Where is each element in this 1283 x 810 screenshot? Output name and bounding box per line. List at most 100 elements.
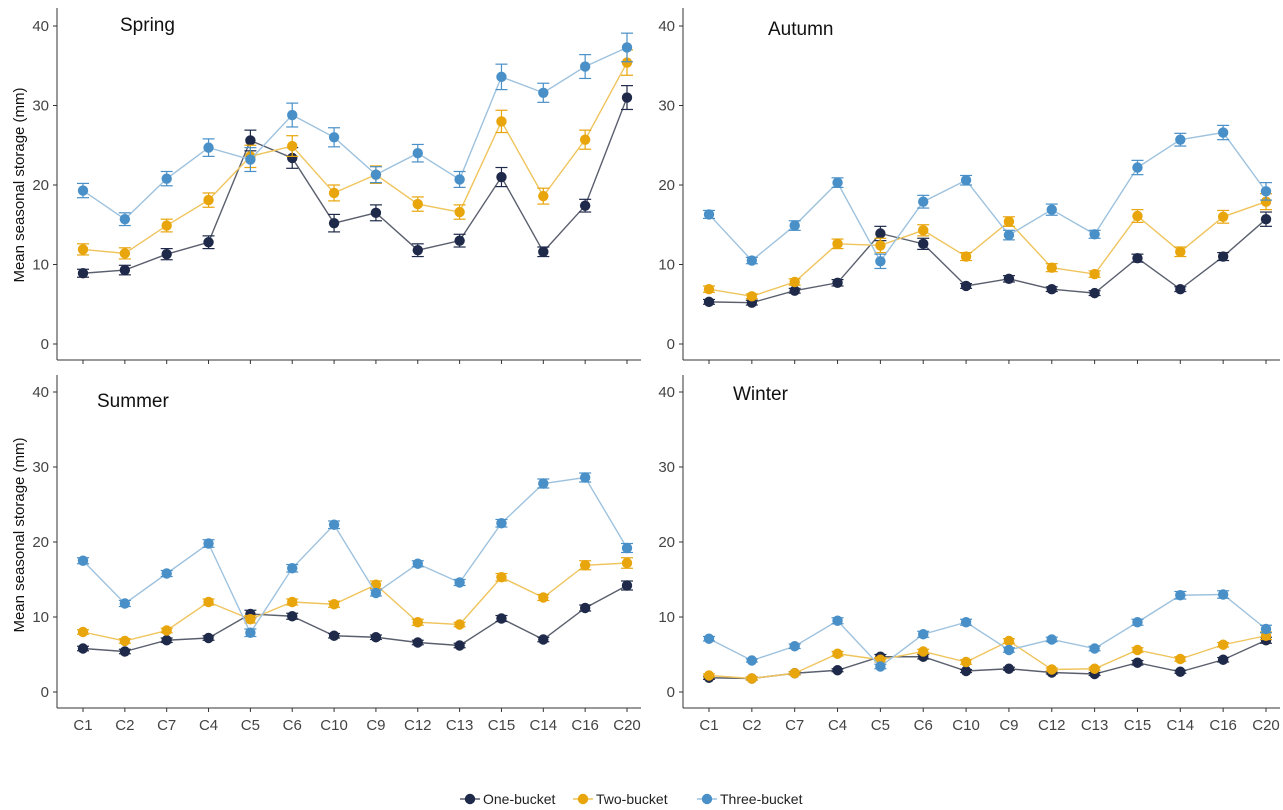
data-point — [960, 617, 972, 628]
y-tick-label: 10 — [32, 609, 49, 626]
data-point — [1003, 273, 1015, 285]
data-point — [875, 256, 886, 267]
data-point — [77, 185, 89, 196]
data-point — [1003, 663, 1015, 674]
data-point — [161, 220, 172, 231]
data-point — [1217, 211, 1229, 222]
data-point — [1217, 127, 1229, 138]
data-point — [538, 246, 549, 257]
series-line — [82, 584, 628, 653]
data-point — [203, 194, 214, 206]
y-tick-label: 0 — [667, 684, 675, 701]
data-point — [1046, 283, 1057, 295]
x-tick-label: C7 — [785, 717, 804, 734]
x-tick-label: C9 — [999, 717, 1018, 734]
data-point — [119, 635, 131, 647]
data-point — [77, 244, 89, 255]
data-point — [960, 656, 972, 668]
y-tick-label: 10 — [658, 257, 675, 274]
y-axis-title-top: Mean seasonal storage (mm) — [11, 87, 28, 282]
y-tick-label: 30 — [658, 98, 675, 115]
data-point — [412, 558, 423, 569]
series-line — [708, 639, 1267, 680]
data-point — [1175, 246, 1186, 257]
data-point — [245, 627, 256, 638]
y-tick-label: 40 — [658, 18, 675, 35]
data-point — [1132, 617, 1143, 628]
data-point — [746, 291, 758, 302]
data-point — [454, 174, 465, 185]
data-point — [703, 670, 715, 681]
legend-marker — [464, 793, 476, 805]
data-point — [77, 268, 89, 279]
data-point — [454, 206, 465, 218]
series-line — [82, 97, 628, 274]
series-line — [708, 635, 1267, 680]
data-point — [703, 283, 715, 295]
x-tick-label: C6 — [283, 717, 302, 734]
data-point — [412, 198, 423, 210]
data-point — [287, 140, 298, 152]
y-tick-label: 40 — [32, 18, 49, 35]
data-point — [538, 478, 549, 489]
data-point — [1132, 210, 1143, 222]
x-tick-label: C14 — [530, 717, 558, 734]
data-point — [832, 277, 843, 288]
data-point — [1175, 590, 1186, 601]
data-point — [412, 617, 423, 628]
data-point — [1003, 216, 1015, 227]
data-point — [203, 237, 214, 248]
data-point — [119, 264, 131, 276]
data-point — [245, 154, 256, 165]
series-line — [82, 562, 628, 642]
x-tick-label: C15 — [1124, 717, 1152, 734]
data-point — [789, 285, 800, 296]
y-tick-label: 20 — [32, 534, 49, 551]
data-point — [496, 572, 507, 583]
legend-marker — [701, 793, 713, 805]
data-point — [454, 619, 465, 630]
data-point — [1217, 654, 1229, 665]
data-point — [454, 577, 465, 588]
data-point — [370, 632, 382, 643]
data-point — [496, 613, 507, 624]
series-two-bucket — [77, 557, 633, 647]
data-point — [370, 587, 382, 599]
data-point — [875, 661, 886, 672]
legend-item-two-bucket: Two-bucket — [573, 791, 668, 807]
y-tick-label: 0 — [41, 336, 49, 353]
data-point — [960, 280, 972, 292]
x-tick-label: C20 — [1252, 717, 1280, 734]
data-point — [287, 611, 298, 622]
data-point — [1175, 134, 1186, 145]
data-point — [538, 87, 549, 98]
data-point — [1175, 666, 1186, 677]
data-point — [746, 673, 758, 684]
data-point — [1217, 639, 1229, 650]
data-point — [1003, 644, 1015, 656]
data-point — [875, 228, 886, 239]
data-point — [579, 200, 591, 211]
x-tick-label: C5 — [241, 717, 260, 734]
y-tick-label: 0 — [41, 684, 49, 701]
data-point — [161, 635, 172, 646]
data-point — [1046, 204, 1057, 215]
data-point — [1260, 196, 1272, 207]
y-axis-title-bottom: Mean seasonal storage (mm) — [11, 437, 28, 632]
x-tick-label: C14 — [1167, 717, 1195, 734]
data-point — [496, 518, 507, 529]
data-point — [918, 629, 929, 640]
x-tick-label: C2 — [115, 717, 134, 734]
series-three-bucket — [77, 32, 633, 227]
series-line — [82, 46, 628, 221]
data-point — [1132, 252, 1143, 264]
data-point — [287, 109, 298, 121]
data-point — [621, 580, 633, 591]
data-point — [161, 173, 172, 184]
x-tick-label: C1 — [699, 717, 718, 734]
data-point — [621, 57, 633, 68]
legend-item-three-bucket: Three-bucket — [697, 791, 803, 807]
panel-title: Autumn — [768, 19, 833, 40]
data-point — [1089, 268, 1100, 280]
data-point — [789, 220, 800, 231]
